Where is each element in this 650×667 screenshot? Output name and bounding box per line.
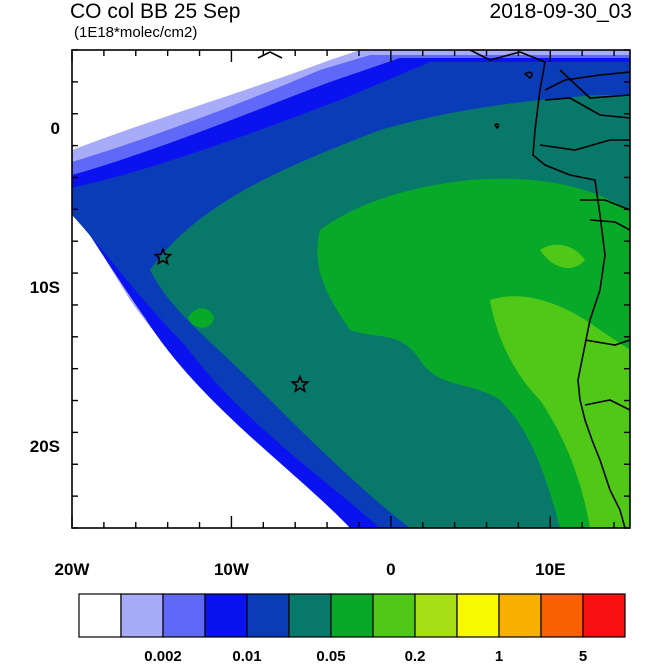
coastline: [257, 50, 630, 528]
x-tick-label: 20W: [54, 560, 90, 579]
colorbar-swatch: [414, 593, 458, 638]
star-marker: [153, 246, 173, 266]
colorbar-label: 5: [578, 648, 588, 665]
co-field: [72, 50, 630, 528]
colorbar-label: 0.01: [232, 648, 262, 665]
colorbar-swatch: [162, 593, 206, 638]
star-marker: [290, 374, 310, 393]
colorbar-swatch: [498, 593, 542, 638]
y-tick-label: 0: [50, 118, 60, 138]
colorbar-swatch: [582, 593, 626, 638]
colorbar-swatch: [330, 593, 374, 638]
x-tick-label: 10W: [213, 560, 249, 579]
contour-band-green-2: [188, 308, 214, 328]
colorbar-label: 1: [494, 648, 504, 665]
colorbar-label: 0.05: [316, 648, 346, 665]
colorbar-swatch: [120, 593, 164, 638]
map-frame: [71, 49, 631, 529]
map-datetime: 2018-09-30_03: [489, 0, 632, 23]
x-tick-label: 10E: [535, 560, 566, 579]
colorbar-label: 0.002: [144, 648, 182, 665]
contour-band-green: [317, 178, 630, 528]
contour-band-lightgreen: [490, 296, 630, 528]
colorbar-swatch: [456, 593, 500, 638]
y-tick-label: 20S: [29, 437, 60, 457]
colorbar-swatch: [288, 593, 332, 638]
x-tick-label: 0: [386, 560, 396, 579]
contour-band-lightgreen-2: [540, 244, 585, 269]
colorbar-swatch: [540, 593, 584, 638]
colorbar-swatch: [204, 593, 248, 638]
colorbar-label: 0.2: [404, 648, 426, 665]
units-label: (1E18*molec/cm2): [74, 24, 198, 41]
map-title: CO col BB 25 Sep: [70, 0, 241, 23]
colorbar-swatch: [246, 593, 290, 638]
colorbar-swatch: [372, 593, 416, 638]
colorbar-swatch: [78, 593, 122, 638]
y-tick-label: 10S: [29, 278, 60, 297]
colorbar: [78, 593, 626, 638]
